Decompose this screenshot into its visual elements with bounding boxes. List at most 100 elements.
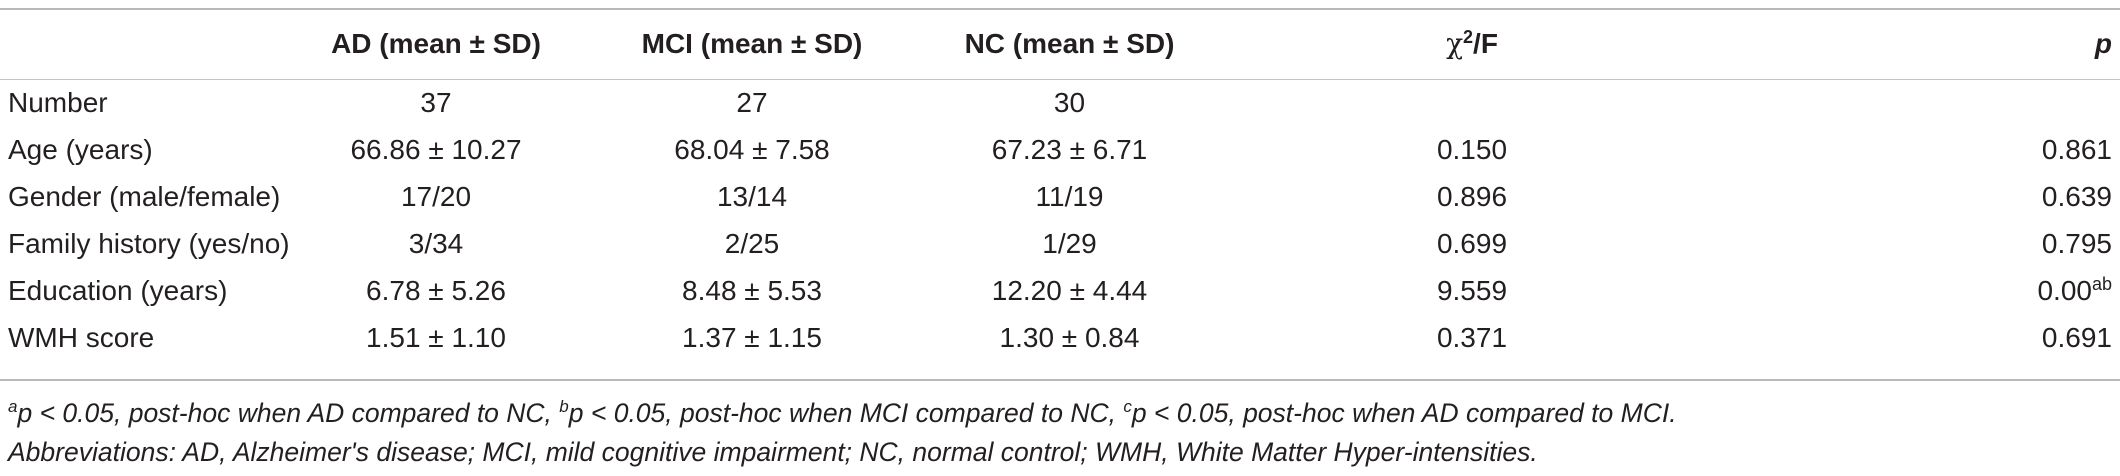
cell-nc: 67.23 ± 6.71 [932, 126, 1207, 173]
cell-ad: 3/34 [300, 220, 572, 267]
cell-statistic [1207, 79, 1737, 126]
cell-statistic: 0.699 [1207, 220, 1737, 267]
cell-variable-text: WMH score [8, 322, 155, 353]
cell-nc: 1.30 ± 0.84 [932, 314, 1207, 361]
cell-ad: 6.78 ± 5.26 [300, 267, 572, 314]
cell-variable-text: Number [8, 87, 108, 118]
table-row: Gender (male/female) 17/20 13/14 11/19 0.896… [0, 173, 2120, 220]
cell-p: 0.00ab [1737, 267, 2120, 314]
cell-mci-text: 68.04 ± 7.58 [674, 134, 830, 165]
cell-ad-text: 37 [420, 87, 452, 118]
table-bottom-rule [0, 379, 2120, 381]
table-row: Education (years) 6.78 ± 5.26 8.48 ± 5.53 1… [0, 267, 2120, 314]
cell-mci: 13/14 [572, 173, 932, 220]
cell-p [1737, 79, 2120, 126]
cell-mci-text: 1.37 ± 1.15 [682, 322, 822, 353]
cell-mci: 8.48 ± 5.53 [572, 267, 932, 314]
cell-variable: Number [0, 79, 300, 126]
table-row: Family history (yes/no) 3/34 2/25 1/29 0.699… [0, 220, 2120, 267]
cell-statistic: 0.371 [1207, 314, 1737, 361]
cell-mci-text: 2/25 [724, 228, 780, 259]
footnote-marker: c [1123, 397, 1132, 416]
cell-statistic: 0.896 [1207, 173, 1737, 220]
cell-ad-text: 66.86 ± 10.27 [350, 134, 522, 165]
cell-variable-text: Gender (male/female) [8, 181, 281, 212]
header-row: AD (mean ± SD) MCI (mean ± SD) NC (mean … [0, 9, 2120, 79]
cell-nc-text: 12.20 ± 4.44 [991, 275, 1148, 306]
cell-mci-text: 27 [736, 87, 768, 118]
cell-nc-text: 67.23 ± 6.71 [991, 134, 1148, 165]
table-row: Age (years) 66.86 ± 10.27 68.04 ± 7.58 67.2… [0, 126, 2120, 173]
cell-nc-text: 1.30 ± 0.84 [999, 322, 1140, 353]
cell-variable: Education (years) [0, 267, 300, 314]
cell-statistic-text: 0.371 [1436, 322, 1508, 353]
cell-ad-text: 3/34 [408, 228, 464, 259]
cell-mci: 27 [572, 79, 932, 126]
cell-p: 0.639 [1737, 173, 2120, 220]
cell-statistic: 0.150 [1207, 126, 1737, 173]
cell-p-text: 0.00 [2037, 275, 2092, 306]
header-p: p [2094, 28, 2112, 59]
cell-nc-text: 30 [1053, 87, 1086, 118]
cell-ad: 1.51 ± 1.10 [300, 314, 572, 361]
cell-statistic-text: 0.150 [1436, 134, 1508, 165]
demographics-table: AD (mean ± SD) MCI (mean ± SD) NC (mean … [0, 9, 2120, 361]
cell-variable: Age (years) [0, 126, 300, 173]
footnote-significance: ap < 0.05, post-hoc when AD compared to … [8, 394, 2108, 433]
cell-nc: 30 [932, 79, 1207, 126]
header-nc: NC (mean ± SD) [964, 28, 1175, 59]
footnote-marker: a [8, 397, 18, 416]
cell-variable-text: Education (years) [8, 275, 228, 306]
cell-statistic-text: 0.896 [1436, 181, 1508, 212]
footnote-text: p < 0.05, post-hoc when MCI compared to … [568, 398, 1124, 428]
cell-ad-text: 1.51 ± 1.10 [366, 322, 506, 353]
cell-statistic-text: 9.559 [1436, 275, 1508, 306]
cell-p-text: 0.691 [2041, 322, 2112, 353]
cell-variable: Family history (yes/no) [0, 220, 300, 267]
header-statistic: χ2/F [1207, 9, 1737, 79]
cell-p-text: 0.639 [2041, 181, 2112, 212]
footnote-text: p < 0.05, post-hoc when AD compared to N… [17, 398, 560, 428]
header-ad: AD (mean ± SD) [331, 28, 541, 59]
table-body: Number 37 27 30 Age (years) 66.86 ± 10.27 68.0… [0, 79, 2120, 361]
table-top-rule [0, 8, 2120, 10]
cell-mci: 68.04 ± 7.58 [572, 126, 932, 173]
cell-nc: 1/29 [932, 220, 1207, 267]
cell-nc: 12.20 ± 4.44 [932, 267, 1207, 314]
cell-statistic-text: 0.699 [1436, 228, 1508, 259]
table-footnotes: ap < 0.05, post-hoc when AD compared to … [8, 394, 2108, 472]
footnote-marker: b [559, 397, 569, 416]
cell-mci-text: 8.48 ± 5.53 [682, 275, 822, 306]
cell-p: 0.691 [1737, 314, 2120, 361]
header-variable [0, 9, 300, 79]
footnote-text: p < 0.05, post-hoc when AD compared to M… [1131, 398, 1677, 428]
cell-ad: 37 [300, 79, 572, 126]
cell-ad: 66.86 ± 10.27 [300, 126, 572, 173]
cell-nc: 11/19 [932, 173, 1207, 220]
cell-variable-text: Age (years) [8, 134, 153, 165]
cell-ad: 17/20 [300, 173, 572, 220]
cell-ad-text: 6.78 ± 5.26 [366, 275, 506, 306]
p-value-superscript: ab [2091, 274, 2112, 294]
cell-mci: 2/25 [572, 220, 932, 267]
header-mci: MCI (mean ± SD) [641, 28, 863, 59]
cell-mci-text: 13/14 [716, 181, 788, 212]
cell-ad-text: 17/20 [400, 181, 472, 212]
cell-variable: Gender (male/female) [0, 173, 300, 220]
table-row: Number 37 27 30 [0, 79, 2120, 126]
cell-variable-text: Family history (yes/no) [8, 228, 290, 259]
cell-mci: 1.37 ± 1.15 [572, 314, 932, 361]
cell-p-text: 0.861 [2041, 134, 2112, 165]
cell-p: 0.861 [1737, 126, 2120, 173]
header-statistic-suffix: /F [1473, 28, 1498, 59]
cell-p-text: 0.795 [2041, 228, 2112, 259]
table-header-rule [0, 79, 2120, 80]
header-chi-symbol: χ [1446, 27, 1464, 60]
cell-p: 0.795 [1737, 220, 2120, 267]
header-chi-superscript: 2 [1463, 27, 1474, 47]
cell-nc-text: 1/29 [1042, 228, 1097, 259]
cell-variable: WMH score [0, 314, 300, 361]
footnote-abbreviations: Abbreviations: AD, Alzheimer's disease; … [8, 437, 1538, 467]
table-row: WMH score 1.51 ± 1.10 1.37 ± 1.15 1.30 ± 0.… [0, 314, 2120, 361]
